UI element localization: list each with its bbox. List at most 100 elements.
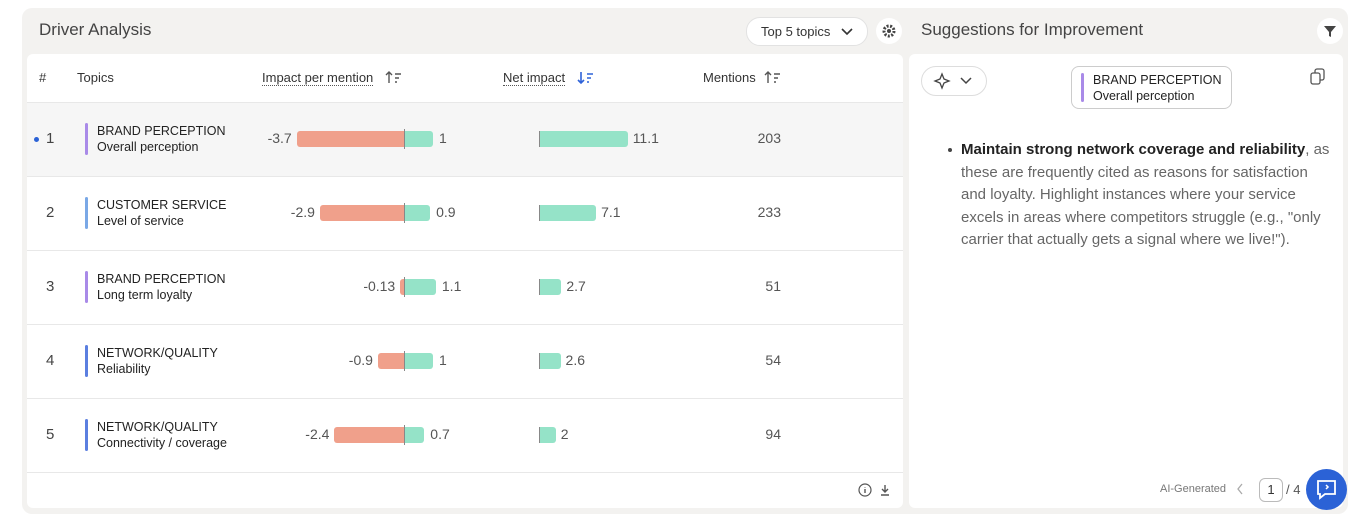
chevron bbox=[841, 28, 853, 36]
topic-category: BRAND PERCEPTION bbox=[97, 272, 226, 286]
topic-accent bbox=[85, 123, 88, 155]
negative-bar bbox=[377, 353, 404, 369]
negative-bar bbox=[319, 205, 404, 221]
negative-bar bbox=[334, 427, 404, 443]
suggestion-text: Maintain strong network coverage and rel… bbox=[961, 139, 1331, 252]
topic-category: BRAND PERCEPTION bbox=[97, 124, 226, 138]
mentions: 54 bbox=[765, 352, 781, 368]
zero-line bbox=[404, 425, 405, 445]
topic-accent bbox=[85, 271, 88, 303]
mentions: 233 bbox=[757, 204, 781, 220]
positive-label: 0.9 bbox=[436, 204, 456, 220]
suggestion-bold: Maintain strong network coverage and rel… bbox=[961, 141, 1306, 158]
sparkle-icon bbox=[933, 72, 972, 90]
tag-accent bbox=[1081, 73, 1084, 102]
ai-menu[interactable] bbox=[921, 66, 987, 96]
sort-icon[interactable] bbox=[385, 70, 403, 86]
net-impact-label: 11.1 bbox=[632, 130, 659, 146]
table-row bbox=[27, 324, 903, 399]
negative-label: -3.7 bbox=[267, 130, 292, 146]
net-impact-bar bbox=[539, 205, 597, 221]
column-header: Topics bbox=[77, 70, 114, 85]
title: Driver Analysis bbox=[39, 20, 152, 39]
positive-bar bbox=[404, 205, 431, 221]
column-header: Impact per mention bbox=[262, 70, 374, 86]
settings-button[interactable] bbox=[876, 18, 902, 44]
topic-name: Long term loyalty bbox=[97, 288, 193, 302]
tag-topic: Overall perception bbox=[1093, 89, 1195, 103]
positive-label: 0.7 bbox=[430, 426, 450, 442]
topic-category: NETWORK/QUALITY bbox=[97, 346, 218, 360]
net-impact-label: 2 bbox=[560, 426, 569, 442]
topic-accent bbox=[85, 197, 88, 229]
page-total: / 4 bbox=[1286, 482, 1301, 497]
table-row bbox=[27, 176, 903, 251]
mentions: 94 bbox=[765, 426, 781, 442]
filter-button[interactable] bbox=[1317, 18, 1343, 44]
zero-line bbox=[404, 277, 405, 297]
topic-category: CUSTOMER SERVICE bbox=[97, 198, 227, 212]
positive-label: 1.1 bbox=[441, 278, 462, 294]
net-impact-bar bbox=[539, 427, 556, 443]
gear-icon bbox=[882, 24, 896, 38]
table-actions[interactable] bbox=[857, 482, 897, 498]
feedback-icon bbox=[1317, 480, 1336, 500]
positive-bar bbox=[404, 353, 433, 369]
current-page[interactable]: 1 bbox=[1259, 478, 1283, 502]
bullet bbox=[947, 140, 953, 152]
table-footer-line bbox=[27, 472, 903, 473]
topic-accent bbox=[85, 419, 88, 451]
mentions: 203 bbox=[757, 130, 781, 146]
positive-label: 1 bbox=[439, 352, 447, 368]
net-impact-label: 2.6 bbox=[565, 352, 585, 368]
table-row bbox=[27, 102, 903, 177]
negative-label: -2.4 bbox=[305, 426, 330, 442]
ai-generated-label: AI-Generated bbox=[1160, 483, 1227, 495]
zero-line bbox=[404, 351, 405, 371]
positive-bar bbox=[404, 131, 433, 147]
dropdown-label: Top 5 topics bbox=[761, 24, 831, 39]
negative-bar bbox=[296, 131, 404, 147]
net-impact-bar bbox=[539, 279, 562, 295]
table-row bbox=[27, 398, 903, 473]
tag-category: BRAND PERCEPTION bbox=[1093, 73, 1222, 87]
positive-label: 1 bbox=[439, 130, 447, 146]
selected-dot bbox=[34, 137, 39, 142]
negative-label: -0.13 bbox=[363, 278, 396, 294]
column-header: # bbox=[39, 70, 47, 85]
table-row bbox=[27, 250, 903, 325]
negative-label: -0.9 bbox=[348, 352, 373, 368]
prev-page[interactable] bbox=[1235, 482, 1245, 496]
positive-bar bbox=[404, 427, 425, 443]
copy-icon[interactable] bbox=[1310, 68, 1326, 86]
sort-icon[interactable] bbox=[764, 70, 782, 86]
rank: 4 bbox=[46, 352, 55, 369]
topics-dropdown[interactable]: Top 5 topics bbox=[746, 17, 868, 46]
zero-line bbox=[404, 129, 405, 149]
net-impact-bar bbox=[539, 131, 628, 147]
net-impact-label: 7.1 bbox=[601, 204, 621, 220]
rank: 3 bbox=[46, 278, 55, 295]
positive-bar bbox=[404, 279, 436, 295]
topic-name: Level of service bbox=[97, 214, 184, 228]
topic-name: Reliability bbox=[97, 362, 151, 376]
column-header: Mentions bbox=[703, 70, 756, 85]
rank: 5 bbox=[46, 426, 55, 443]
topic-category: NETWORK/QUALITY bbox=[97, 420, 218, 434]
topic-name: Overall perception bbox=[97, 140, 199, 154]
suggestions-title: Suggestions for Improvement bbox=[921, 20, 1144, 39]
net-impact-bar bbox=[539, 353, 561, 369]
filter-icon bbox=[1324, 26, 1336, 37]
feedback-button[interactable] bbox=[1306, 469, 1347, 510]
mentions: 51 bbox=[765, 278, 781, 294]
negative-label: -2.9 bbox=[290, 204, 315, 220]
column-header: Net impact bbox=[503, 70, 566, 86]
suggestion-body: , as these are frequently cited as reaso… bbox=[961, 141, 1330, 249]
topic-tag: BRAND PERCEPTION Overall perception bbox=[1071, 66, 1232, 109]
topic-accent bbox=[85, 345, 88, 377]
topic-name: Connectivity / coverage bbox=[97, 436, 227, 450]
net-impact-label: 2.7 bbox=[566, 278, 586, 294]
negative-bar bbox=[400, 279, 404, 295]
sort-icon-active[interactable] bbox=[577, 70, 595, 86]
